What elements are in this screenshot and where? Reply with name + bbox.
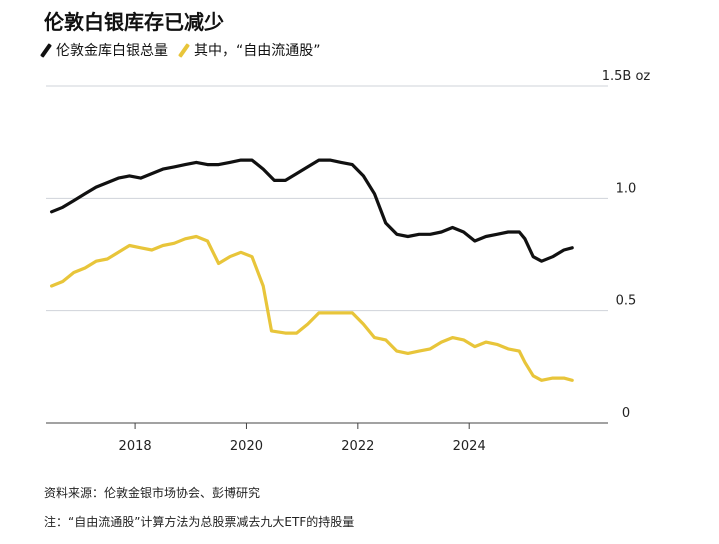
series-line-total-vault (50, 158, 574, 263)
footnote: 注：“自由流通股”计算方法为总股票减去九大ETF的持股量 (44, 515, 355, 529)
legend-label-total: 伦敦金库白银总量 (56, 43, 168, 59)
y-tick-label: 1.0 (616, 181, 637, 196)
chart-legend: 伦敦金库白银总量 其中，“自由流通股” (40, 40, 335, 60)
source-note: 资料来源：伦敦金银市场协会、彭博研究 (44, 486, 261, 500)
series-line-free-float (50, 234, 574, 382)
x-tick-label: 2020 (230, 439, 263, 454)
y-tick-label: 0.5 (616, 294, 637, 309)
legend-item-total: 伦敦金库白银总量 (40, 40, 168, 60)
legend-item-free-float: 其中，“自由流通股” (178, 40, 321, 60)
y-tick-label: 1.5B oz (602, 69, 651, 84)
x-tick-label: 2022 (341, 439, 374, 454)
x-tick-label: 2024 (453, 439, 486, 454)
legend-label-free-float: 其中，“自由流通股” (194, 43, 321, 59)
chart-title: 伦敦白银库存已减少 (44, 10, 224, 34)
x-tick-label: 2018 (119, 439, 152, 454)
y-tick-label: 0 (622, 406, 630, 421)
